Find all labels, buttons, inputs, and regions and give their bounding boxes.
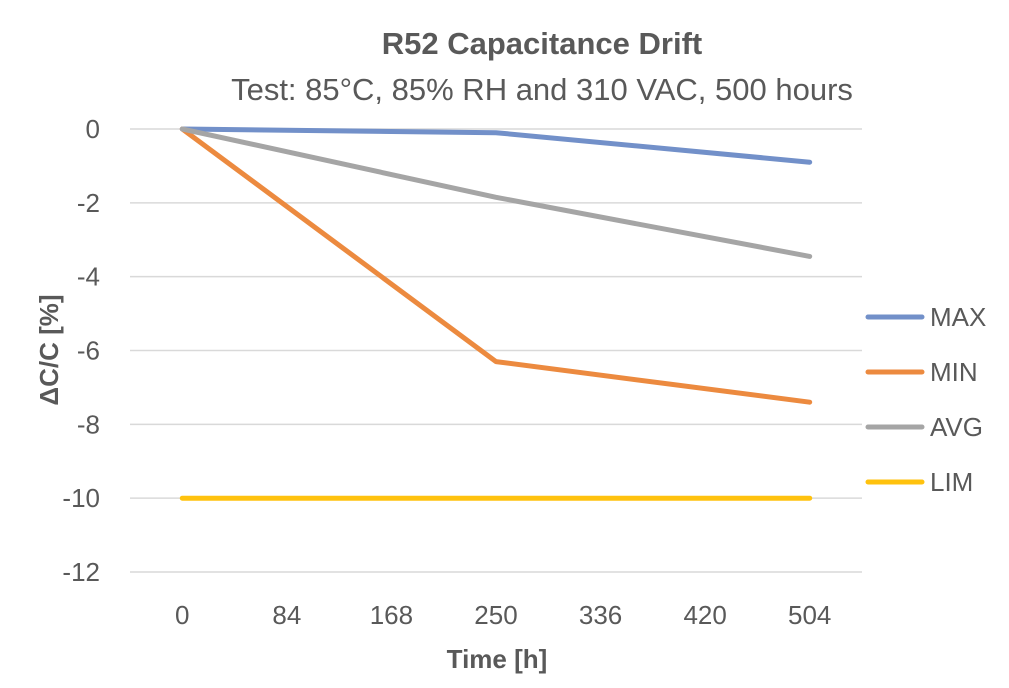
y-tick-label: -10 [62, 483, 100, 513]
x-tick-label: 504 [788, 600, 831, 630]
legend-label-max: MAX [930, 302, 986, 332]
legend-label-lim: LIM [930, 467, 973, 497]
series-line-avg [179, 126, 813, 259]
chart-title: R52 Capacitance Drift [382, 26, 702, 61]
y-tick-label: 0 [86, 114, 100, 144]
x-axis-title: Time [h] [447, 644, 548, 674]
chart-subtitle: Test: 85°C, 85% RH and 310 VAC, 500 hour… [231, 72, 853, 107]
y-axis-ticks: 0 -2 -4 -6 -8 -10 -12 [62, 114, 100, 587]
y-tick-label: -8 [77, 409, 100, 439]
x-tick-label: 168 [370, 600, 413, 630]
legend: MAX MIN AVG LIM [865, 302, 986, 497]
legend-label-min: MIN [930, 357, 978, 387]
series-lines [179, 126, 813, 501]
y-tick-label: -6 [77, 336, 100, 366]
x-tick-label: 84 [272, 600, 301, 630]
series-line-min [179, 126, 813, 405]
y-tick-label: -12 [62, 557, 100, 587]
x-axis-ticks: 0 84 168 250 336 420 504 [175, 600, 831, 630]
x-tick-label: 0 [175, 600, 189, 630]
y-tick-label: -4 [77, 262, 100, 292]
x-tick-label: 336 [579, 600, 622, 630]
series-line-max [179, 126, 813, 165]
legend-label-avg: AVG [930, 412, 983, 442]
x-tick-label: 250 [474, 600, 517, 630]
x-tick-label: 420 [683, 600, 726, 630]
y-tick-label: -2 [77, 188, 100, 218]
y-axis-title: ΔC/C [%] [34, 294, 64, 405]
